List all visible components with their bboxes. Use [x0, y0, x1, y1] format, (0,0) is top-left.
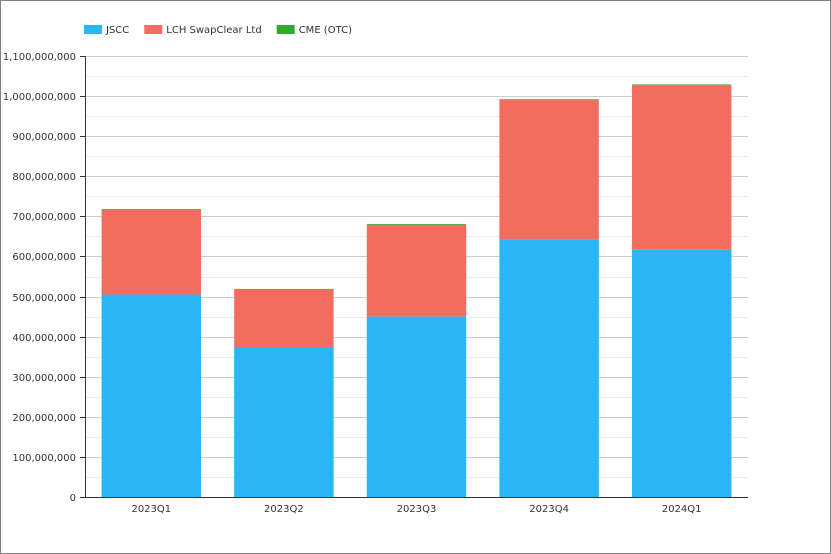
y-tick-label: 0 — [70, 493, 76, 504]
legend-item-jscc[interactable]: JSCC — [84, 25, 129, 36]
legend-swatch — [144, 25, 163, 34]
y-tick-label: 700,000,000 — [12, 212, 76, 223]
axes: 0 100,000,000 200,000,000 300,000,000 400,00… — [3, 52, 748, 515]
bars — [101, 84, 732, 497]
legend-swatch — [276, 25, 295, 34]
legend: JSCC LCH SwapClear Ltd CME (OTC) — [84, 25, 352, 36]
x-tick-label: 2023Q2 — [264, 504, 304, 515]
x-tick-label: 2023Q4 — [529, 504, 569, 515]
y-tick-label: 300,000,000 — [12, 373, 76, 384]
y-tick-label: 1,000,000,000 — [3, 92, 76, 103]
x-tick-label: 2023Q1 — [131, 504, 171, 515]
bar-cme-otc-2023q3[interactable] — [366, 223, 467, 225]
bar-cme-otc-2023q2[interactable] — [234, 288, 334, 290]
bar-cme-otc-2023q1[interactable] — [101, 209, 202, 210]
legend-item-lch-swapclear-ltd[interactable]: LCH SwapClear Ltd — [144, 25, 262, 36]
bar-lch-swapclear-ltd-2023q2[interactable] — [234, 289, 334, 348]
y-tick-label: 100,000,000 — [12, 453, 76, 464]
x-tick-label: 2023Q3 — [397, 504, 437, 515]
bar-jscc-2023q4[interactable] — [499, 239, 599, 497]
y-tick-label: 1,100,000,000 — [3, 52, 76, 63]
bar-lch-swapclear-ltd-2023q3[interactable] — [366, 224, 467, 317]
y-tick-label: 500,000,000 — [12, 293, 76, 304]
y-tick-label: 800,000,000 — [12, 172, 76, 183]
legend-item-cme-otc[interactable]: CME (OTC) — [276, 25, 352, 36]
y-tick-label: 200,000,000 — [12, 413, 76, 424]
bar-cme-otc-2023q4[interactable] — [499, 99, 599, 101]
legend-label: CME (OTC) — [299, 25, 352, 36]
legend-label: LCH SwapClear Ltd — [166, 25, 261, 36]
bar-jscc-2024q1[interactable] — [631, 249, 732, 497]
x-tick-label: 2024Q1 — [662, 504, 702, 515]
bar-jscc-2023q2[interactable] — [234, 347, 334, 497]
bar-lch-swapclear-ltd-2023q4[interactable] — [499, 100, 599, 240]
bar-lch-swapclear-ltd-2023q1[interactable] — [101, 209, 202, 295]
y-tick-label: 900,000,000 — [12, 132, 76, 143]
bar-lch-swapclear-ltd-2024q1[interactable] — [631, 85, 732, 250]
y-tick-label: 600,000,000 — [12, 252, 76, 263]
bar-jscc-2023q1[interactable] — [101, 294, 202, 497]
bar-cme-otc-2024q1[interactable] — [631, 84, 732, 86]
bar-jscc-2023q3[interactable] — [366, 316, 467, 497]
legend-label: JSCC — [105, 25, 129, 36]
y-tick-label: 400,000,000 — [12, 333, 76, 344]
legend-swatch — [84, 25, 102, 34]
